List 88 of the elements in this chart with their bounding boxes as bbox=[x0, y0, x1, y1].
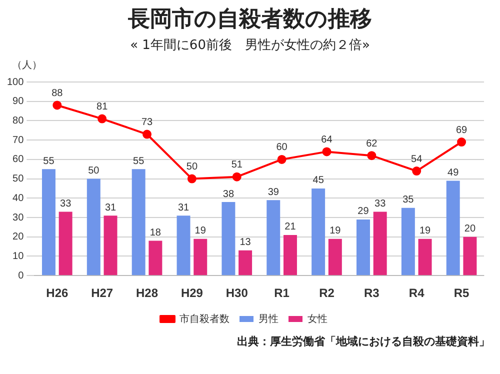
point bbox=[232, 172, 242, 182]
data-label: 38 bbox=[222, 188, 234, 200]
bar bbox=[373, 212, 387, 276]
bar bbox=[194, 238, 208, 276]
x-tick-label: H29 bbox=[180, 286, 204, 300]
x-tick-label: R3 bbox=[364, 286, 380, 300]
data-label: 73 bbox=[141, 117, 154, 128]
data-label: 69 bbox=[456, 124, 468, 136]
bar bbox=[104, 216, 118, 276]
y-tick-label: 0 bbox=[18, 270, 24, 282]
data-label: 29 bbox=[358, 206, 370, 218]
data-label: 49 bbox=[448, 167, 460, 178]
x-tick-label: H26 bbox=[46, 286, 68, 300]
data-label: 88 bbox=[52, 88, 64, 99]
y-tick-label: 70 bbox=[12, 134, 24, 146]
bar bbox=[266, 200, 280, 276]
data-label: 19 bbox=[330, 226, 342, 237]
bar bbox=[356, 219, 370, 276]
y-tick-label: 90 bbox=[12, 96, 24, 108]
point bbox=[322, 147, 332, 156]
bar bbox=[58, 212, 72, 276]
bar bbox=[446, 180, 460, 276]
data-label: 19 bbox=[419, 226, 432, 237]
point bbox=[457, 138, 466, 147]
y-tick-label: 30 bbox=[12, 212, 24, 224]
bar bbox=[238, 250, 252, 276]
point bbox=[142, 130, 152, 139]
y-axis-title: （人） bbox=[12, 59, 43, 72]
y-tick-label: 80 bbox=[12, 115, 24, 126]
y-tick-label: 60 bbox=[12, 154, 24, 166]
legend-label: 女性 bbox=[308, 312, 328, 325]
data-label: 33 bbox=[374, 198, 386, 210]
bar bbox=[222, 202, 236, 276]
data-label: 39 bbox=[268, 186, 280, 198]
bar bbox=[312, 188, 326, 276]
bar bbox=[176, 216, 190, 276]
x-tick-label: H28 bbox=[136, 286, 158, 300]
data-label: 50 bbox=[186, 162, 198, 173]
data-label: 31 bbox=[178, 202, 190, 214]
data-label: 35 bbox=[402, 194, 414, 206]
data-label: 55 bbox=[43, 156, 55, 167]
bar bbox=[86, 178, 100, 276]
legend-label: 市自殺者数 bbox=[180, 312, 230, 325]
point bbox=[412, 166, 422, 176]
chart-title: 長岡市の自殺者数の推移 bbox=[127, 6, 373, 34]
data-label: 54 bbox=[411, 154, 423, 165]
data-label: 60 bbox=[276, 142, 288, 154]
x-tick-label: R4 bbox=[408, 286, 425, 300]
bar bbox=[283, 234, 297, 276]
y-tick-label: 10 bbox=[12, 250, 24, 262]
y-tick-label: 20 bbox=[12, 232, 24, 243]
point bbox=[98, 114, 107, 124]
source-note: 出典：厚生労働省「地域における自殺の基礎資料」 bbox=[236, 334, 490, 349]
data-label: 55 bbox=[133, 156, 145, 167]
point bbox=[367, 151, 376, 160]
data-label: 62 bbox=[366, 138, 378, 150]
data-label: 81 bbox=[96, 102, 108, 113]
data-label: 45 bbox=[312, 175, 324, 186]
data-label: 50 bbox=[88, 166, 100, 177]
x-tick-label: H27 bbox=[91, 286, 114, 300]
y-tick-label: 50 bbox=[12, 174, 24, 185]
data-label: 21 bbox=[284, 222, 296, 233]
bar bbox=[42, 169, 56, 276]
data-label: 13 bbox=[240, 237, 252, 248]
data-label: 33 bbox=[60, 198, 72, 210]
bar bbox=[463, 236, 477, 276]
x-tick-label: R2 bbox=[319, 286, 335, 300]
bar bbox=[328, 238, 342, 276]
bar bbox=[401, 208, 415, 276]
point bbox=[52, 100, 62, 110]
chart-subtitle: « 1年間に60前後 男性が女性の約２倍» bbox=[129, 37, 371, 54]
y-tick-label: 40 bbox=[12, 192, 24, 204]
x-tick-label: R5 bbox=[454, 286, 470, 300]
x-tick-label: H30 bbox=[226, 286, 248, 300]
bar bbox=[418, 238, 432, 276]
legend-label: 男性 bbox=[258, 312, 278, 325]
point bbox=[187, 174, 196, 184]
data-label: 20 bbox=[464, 224, 476, 235]
x-tick-label: R1 bbox=[274, 286, 290, 300]
data-label: 64 bbox=[321, 134, 333, 146]
data-label: 19 bbox=[194, 226, 206, 237]
point bbox=[277, 154, 286, 164]
data-label: 51 bbox=[231, 160, 243, 171]
data-label: 18 bbox=[150, 228, 162, 238]
bar bbox=[148, 240, 162, 276]
data-label: 31 bbox=[104, 202, 117, 214]
y-tick-label: 100 bbox=[6, 76, 24, 88]
bar bbox=[132, 169, 146, 276]
